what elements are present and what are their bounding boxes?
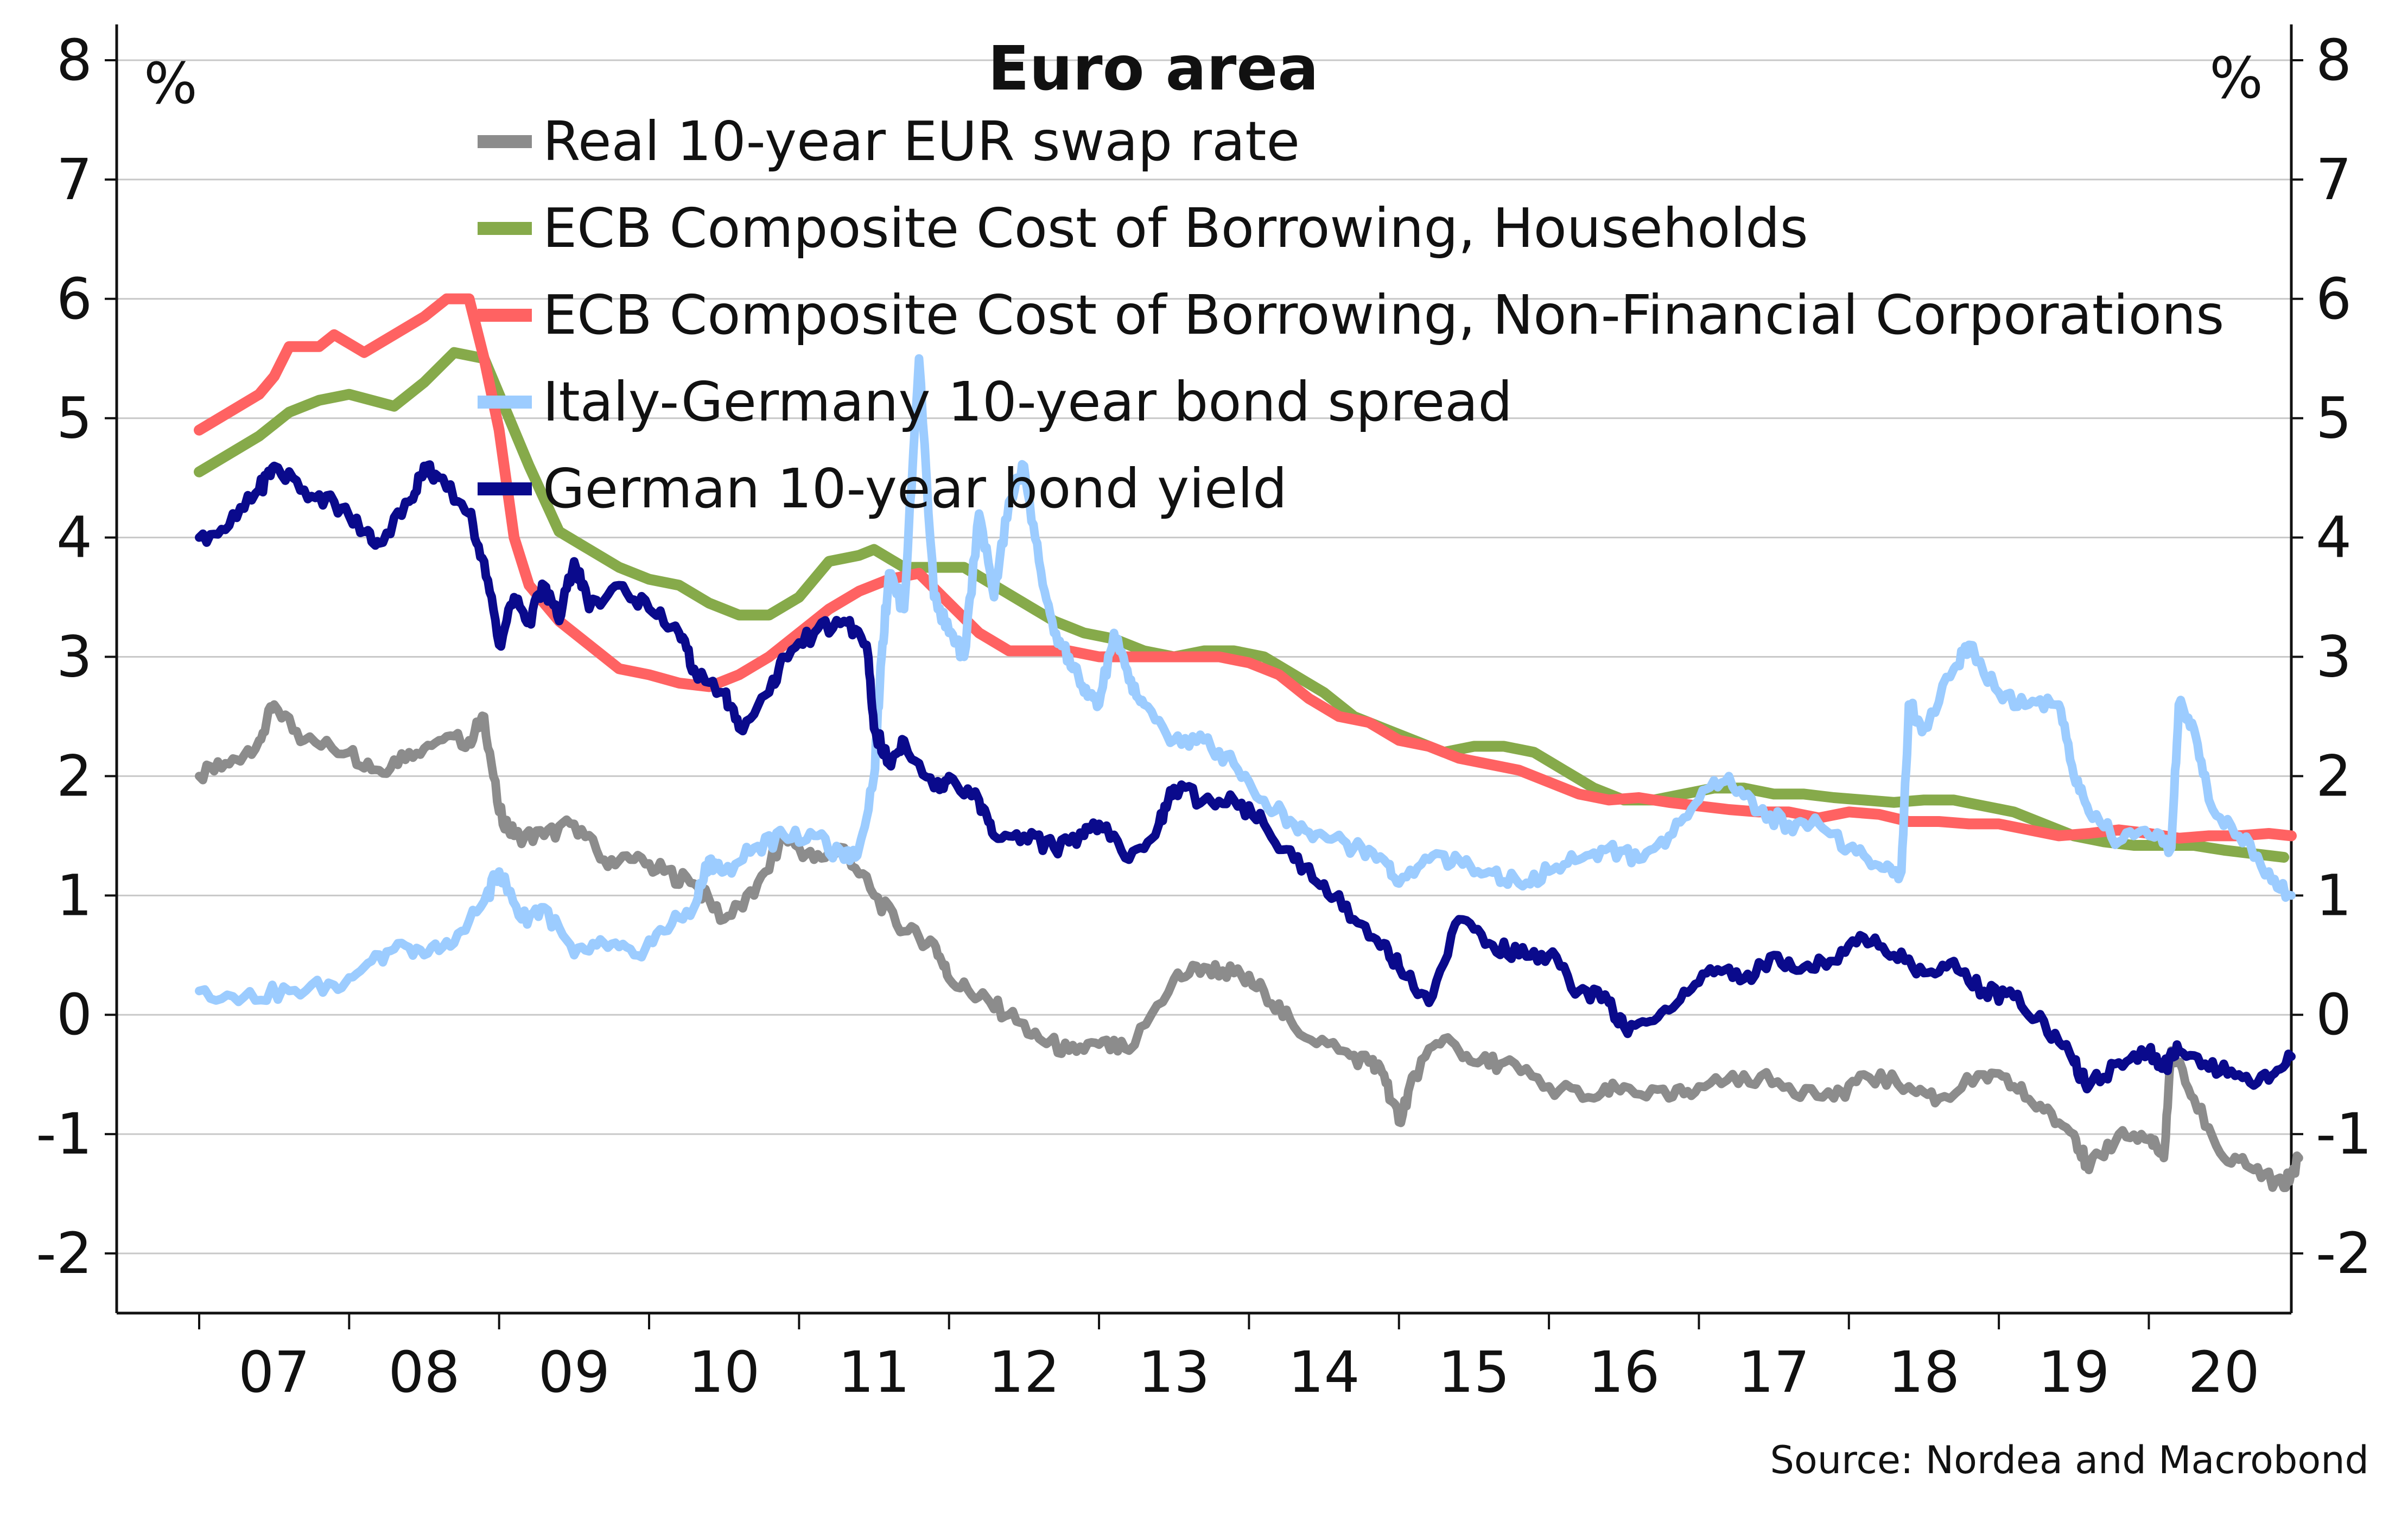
y-tick-label-left: 7 [56,147,92,213]
y-axis-unit-left: % [144,50,198,117]
legend-label: Italy-Germany 10-year bond spread [543,370,1513,434]
y-tick-label-right: -2 [2316,1220,2372,1287]
y-tick-label-left: 2 [56,743,92,809]
y-tick-label-right: 2 [2316,743,2352,809]
y-tick-label-left: 8 [56,27,92,93]
y-tick-label-right: 8 [2316,27,2352,93]
legend-label: German 10-year bond yield [543,457,1287,520]
y-tick-label-right: -1 [2316,1101,2372,1167]
y-tick-label-right: 1 [2316,862,2352,928]
x-tick-label: 10 [688,1339,760,1405]
x-tick-label: 20 [2188,1339,2259,1405]
series-line-2 [194,347,2290,863]
x-tick-label: 12 [988,1339,1060,1405]
x-tick-label: 08 [388,1339,460,1405]
axes: -2 -2-1 -10 01 12 23 34 45 56 67 78 807 08 09 10 11 12 13… [36,24,2372,1405]
y-tick-label-right: 7 [2316,147,2352,213]
y-tick-label-right: 0 [2316,982,2352,1048]
x-tick-label: 07 [238,1339,310,1405]
x-tick-label: 13 [1138,1339,1210,1405]
y-tick-label-left: 4 [56,505,92,571]
gridlines [117,59,2291,1254]
series-lines [194,293,2303,1193]
y-tick-label-left: 1 [56,862,92,928]
y-tick-label-right: 6 [2316,266,2352,332]
y-tick-label-left: 6 [56,266,92,332]
y-tick-label-left: -1 [36,1101,92,1167]
series-line-4 [195,354,2296,1007]
legend: Real 10-year EUR swap rate ECB Composite … [478,110,2224,520]
chart-title: Euro area [988,34,1319,104]
source-note: Source: Nordea and Macrobond [1770,1438,2369,1482]
legend-label: ECB Composite Cost of Borrowing, Househo… [543,196,1808,260]
x-tick-label: 19 [2038,1339,2110,1405]
legend-label: ECB Composite Cost of Borrowing, Non-Fin… [543,283,2224,347]
legend-label: Real 10-year EUR swap rate [543,110,1300,173]
x-tick-label: 15 [1438,1339,1510,1405]
y-axis-unit-right: % [2209,45,2263,111]
y-tick-label-left: 0 [56,982,92,1048]
y-tick-label-left: -2 [36,1220,92,1287]
y-tick-label-left: 3 [56,624,92,690]
x-tick-label: 18 [1888,1339,1960,1405]
series-line-3 [194,293,2297,844]
y-tick-label-right: 4 [2316,505,2352,571]
y-tick-label-right: 5 [2316,385,2352,451]
x-tick-label: 09 [538,1339,610,1405]
y-tick-label-right: 3 [2316,624,2352,690]
y-tick-label-left: 5 [56,385,92,451]
x-tick-label: 16 [1588,1339,1660,1405]
x-tick-label: 11 [838,1339,910,1405]
series-line-5 [195,460,2296,1094]
x-tick-label: 17 [1738,1339,1809,1405]
series-line-1 [195,700,2303,1193]
x-tick-label: 14 [1288,1339,1359,1405]
